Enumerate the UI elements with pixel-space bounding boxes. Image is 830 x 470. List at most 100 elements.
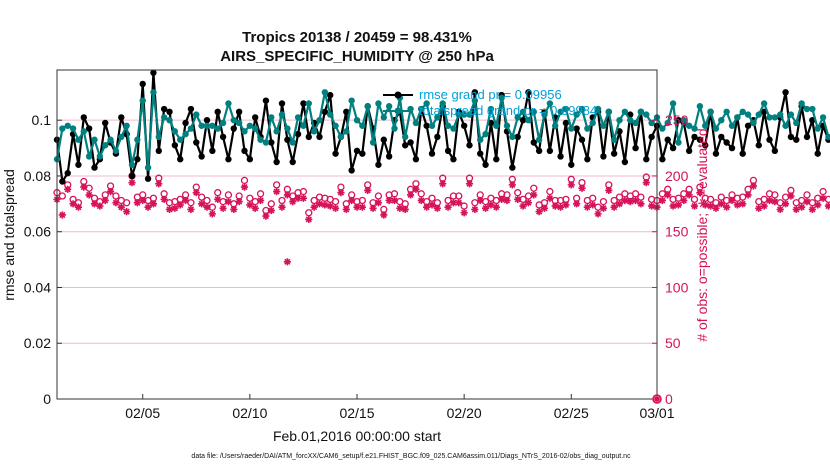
totalspread-point (439, 100, 446, 107)
evaluated-obs-point (690, 202, 699, 210)
rmse-point (584, 156, 591, 163)
y-right-tick-label-1: 50 (665, 335, 681, 351)
totalspread-point (643, 111, 650, 118)
evaluated-obs-point (583, 203, 591, 211)
totalspread-point (139, 97, 146, 104)
rmse-point (718, 133, 725, 141)
evaluated-obs-point (128, 179, 136, 187)
rmse-point (471, 89, 479, 96)
totalspread-point (707, 108, 714, 116)
evaluated-obs-point (112, 199, 120, 207)
totalspread-point (252, 125, 259, 132)
evaluated-obs-point (755, 204, 763, 212)
rmse-point (530, 139, 537, 146)
totalspread-point (166, 116, 173, 124)
rmse-point (214, 108, 221, 116)
rmse-point (402, 142, 409, 149)
y-tick-label-5: 0.1 (32, 112, 52, 128)
rmse-point (230, 125, 237, 132)
evaluated-obs-point (133, 199, 141, 207)
evaluated-obs-point (680, 196, 688, 205)
rmse-point (702, 142, 709, 149)
totalspread-point (369, 139, 377, 146)
rmse-point (182, 119, 189, 127)
totalspread-point (246, 122, 254, 129)
totalspread-point (385, 103, 393, 110)
evaluated-obs-point (749, 182, 758, 190)
totalspread-point (235, 119, 243, 127)
evaluated-obs-point (358, 203, 366, 211)
evaluated-obs-point (481, 204, 490, 212)
rmse-point (91, 164, 98, 171)
rmse-point (316, 133, 323, 141)
evaluated-obs-point (58, 211, 66, 219)
totalspread-point (798, 100, 805, 107)
evaluated-obs-point (380, 211, 388, 219)
possible-obs-point (803, 191, 811, 199)
totalspread-point (466, 111, 473, 118)
rmse-point (509, 164, 516, 171)
possible-obs-point (680, 190, 688, 198)
totalspread-point (450, 125, 457, 132)
rmse-point (75, 161, 82, 168)
evaluated-obs-point (578, 184, 586, 192)
totalspread-point (118, 133, 125, 141)
totalspread-point (669, 100, 677, 107)
possible-obs-point (771, 191, 779, 199)
totalspread-point (59, 125, 66, 132)
totalspread-point (102, 142, 109, 149)
rmse-point (412, 156, 420, 163)
possible-obs-point (299, 187, 308, 196)
evaluated-obs-point (573, 200, 581, 208)
rmse-point (289, 158, 296, 166)
totalspread-point (193, 111, 200, 118)
totalspread-point (278, 111, 286, 118)
y-right-tick-label-2: 100 (665, 279, 689, 295)
rmse-point (327, 91, 334, 99)
y-axis-label: rmse and totalspread (1, 169, 17, 301)
evaluated-obs-point (514, 195, 522, 203)
totalspread-point (819, 114, 827, 121)
evaluated-obs-point (556, 203, 565, 211)
evaluated-obs-point (96, 202, 104, 210)
totalspread-point (257, 136, 264, 143)
totalspread-point (600, 122, 607, 129)
possible-obs-point (310, 196, 318, 205)
evaluated-obs-point (305, 215, 313, 224)
possible-obs-point (819, 187, 827, 196)
evaluated-obs-point (771, 198, 779, 206)
totalspread-point (557, 108, 564, 116)
evaluated-obs-point (492, 203, 500, 211)
rmse-point (171, 142, 179, 149)
totalspread-point (294, 114, 302, 121)
possible-obs-point (797, 196, 806, 205)
evaluated-obs-point (781, 200, 790, 208)
totalspread-point (203, 122, 211, 129)
possible-obs-point (358, 196, 367, 205)
totalspread-point (803, 105, 811, 113)
evaluated-obs-point (658, 196, 666, 205)
totalspread-point (535, 136, 543, 143)
evaluated-obs-point (294, 194, 302, 202)
rmse-point (664, 136, 671, 143)
rmse-point (262, 97, 270, 104)
rmse-point (793, 136, 800, 143)
evaluated-obs-point (615, 200, 624, 208)
evaluated-obs-point (423, 203, 431, 211)
totalspread-point (498, 94, 505, 102)
rmse-point (766, 136, 773, 143)
totalspread-point (771, 114, 779, 121)
evaluated-obs-outlier (283, 258, 291, 266)
possible-obs-point (760, 195, 768, 204)
y-tick-label-4: 0.08 (24, 168, 51, 184)
rmse-point (385, 153, 393, 160)
evaluated-obs-point (476, 196, 484, 205)
totalspread-point (316, 116, 323, 124)
totalspread-point (648, 119, 655, 127)
rmse-point (359, 150, 366, 157)
evaluated-obs-point (776, 205, 784, 214)
evaluated-obs-point (187, 205, 195, 214)
rmse-point (235, 108, 243, 116)
totalspread-point (155, 133, 162, 141)
evaluated-obs-point (417, 196, 425, 205)
